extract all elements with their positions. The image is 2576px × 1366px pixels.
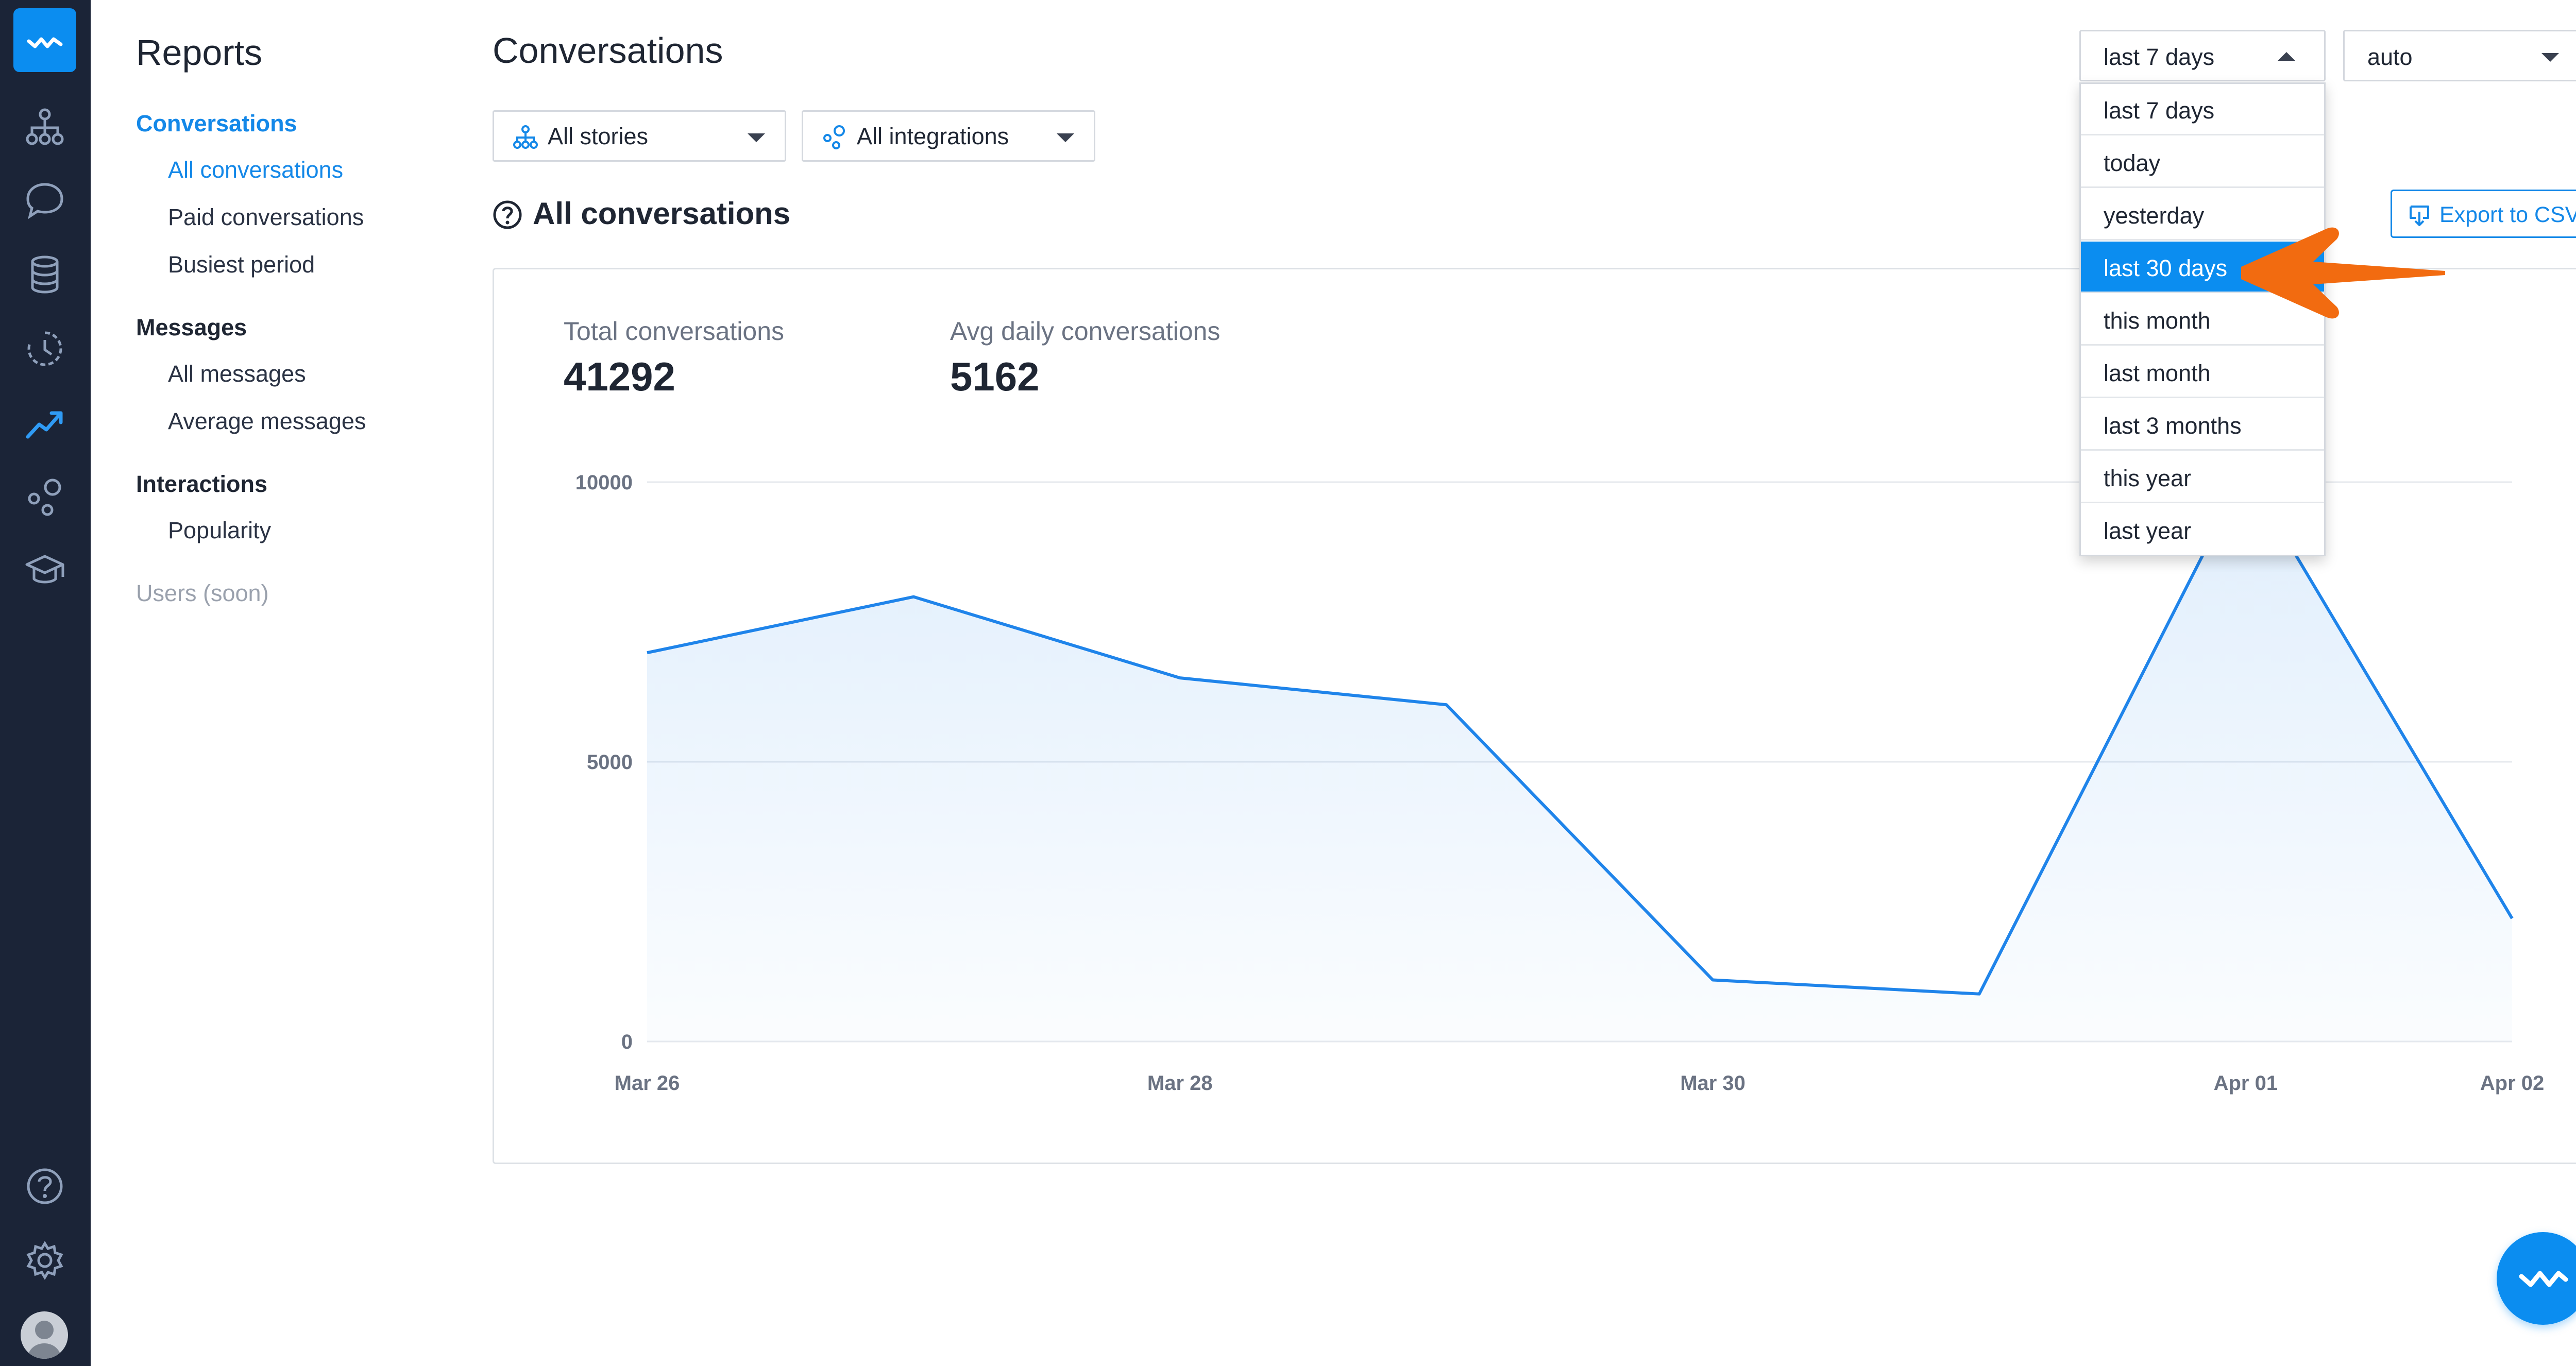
chevron-down-icon (1057, 133, 1074, 142)
stories-icon (513, 125, 538, 149)
nav-item-all-conversations[interactable]: All conversations (168, 157, 344, 183)
section-title: All conversations (533, 196, 791, 231)
menu-option-this-month[interactable]: this month (2081, 294, 2324, 346)
nav-item-users-soon: Users (soon) (136, 580, 269, 606)
menu-option-label: this year (2104, 465, 2192, 491)
menu-option-label: last 30 days (2104, 255, 2228, 281)
nav-group-messages[interactable]: Messages (136, 314, 247, 340)
page-title: Conversations (493, 30, 723, 71)
integrations-icon[interactable] (23, 475, 67, 519)
menu-option-label: last month (2104, 360, 2211, 386)
total-conversations-value: 41292 (564, 354, 675, 399)
date-range-select[interactable]: last 7 days (2079, 30, 2326, 81)
avg-daily-conversations-label: Avg daily conversations (950, 317, 1221, 346)
export-csv-label: Export to CSV (2439, 202, 2576, 227)
menu-option-label: last 3 months (2104, 413, 2242, 439)
integrations-icon (823, 125, 845, 149)
menu-option-label: today (2104, 150, 2161, 176)
date-range-menu: last 7 days today yesterday last 30 days… (2079, 82, 2326, 556)
menu-option-label: last 7 days (2104, 97, 2215, 124)
menu-option-yesterday[interactable]: yesterday (2081, 189, 2324, 241)
menu-option-today[interactable]: today (2081, 136, 2324, 188)
stories-filter[interactable]: All stories (493, 110, 786, 162)
stories-filter-label: All stories (548, 123, 649, 149)
help-icon[interactable] (23, 1164, 67, 1208)
app-rail (0, 0, 91, 1366)
chevron-up-icon (2278, 52, 2295, 61)
logo-icon (2519, 1271, 2568, 1287)
menu-option-last-year[interactable]: last year (2081, 504, 2324, 556)
reports-icon[interactable] (23, 401, 67, 445)
nav-group-conversations[interactable]: Conversations (136, 110, 297, 136)
menu-option-label: last year (2104, 518, 2192, 544)
nav-item-popularity[interactable]: Popularity (168, 517, 272, 543)
menu-option-last-month[interactable]: last month (2081, 347, 2324, 398)
integrations-filter-label: All integrations (857, 123, 1009, 149)
nav-item-all-messages[interactable]: All messages (168, 361, 306, 387)
help-circle-icon[interactable] (493, 200, 522, 230)
avg-daily-conversations-value: 5162 (950, 354, 1040, 399)
annotation-arrow-icon (2241, 227, 2445, 319)
granularity-select[interactable]: auto (2343, 30, 2576, 81)
menu-option-last-3-months[interactable]: last 3 months (2081, 399, 2324, 451)
date-range-value: last 7 days (2104, 44, 2215, 70)
avatar[interactable] (21, 1311, 68, 1359)
history-icon[interactable] (23, 327, 67, 371)
database-icon[interactable] (23, 252, 67, 297)
chevron-down-icon (2541, 53, 2559, 62)
chevron-down-icon (748, 133, 765, 142)
academy-icon[interactable] (23, 548, 67, 592)
menu-option-label: this month (2104, 308, 2211, 334)
export-csv-button[interactable]: Export to CSV (2391, 190, 2576, 238)
nav-title: Reports (136, 32, 263, 73)
chat-widget-button[interactable] (2497, 1232, 2576, 1325)
nav-item-paid-conversations[interactable]: Paid conversations (168, 204, 364, 230)
stories-icon[interactable] (23, 105, 67, 149)
menu-option-this-year[interactable]: this year (2081, 452, 2324, 503)
menu-option-label: yesterday (2104, 202, 2205, 229)
granularity-value: auto (2367, 44, 2413, 70)
menu-option-last-7-days[interactable]: last 7 days (2081, 84, 2324, 135)
nav-item-busiest-period[interactable]: Busiest period (168, 251, 315, 278)
chat-icon[interactable] (23, 178, 67, 223)
download-icon (2410, 206, 2429, 226)
settings-icon[interactable] (23, 1238, 67, 1283)
integrations-filter[interactable]: All integrations (802, 110, 1095, 162)
logo-icon[interactable] (13, 8, 76, 72)
nav-group-interactions[interactable]: Interactions (136, 471, 268, 497)
total-conversations-label: Total conversations (564, 317, 785, 346)
nav-item-average-messages[interactable]: Average messages (168, 408, 366, 434)
